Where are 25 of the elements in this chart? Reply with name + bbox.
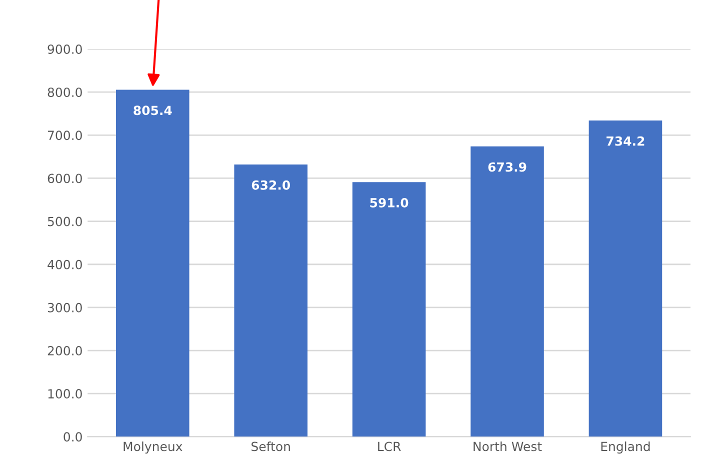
y-tick-label: 0.0: [64, 432, 82, 442]
data-label: 591.0: [370, 198, 408, 208]
x-tick-label: Sefton: [252, 442, 290, 452]
bar: [588, 120, 662, 437]
y-tick-label: 400.0: [48, 260, 82, 270]
bar: [234, 164, 308, 437]
data-label: 632.0: [252, 180, 290, 190]
data-label: 734.2: [606, 136, 644, 146]
y-tick-label: 600.0: [48, 174, 82, 184]
data-label: 805.4: [134, 106, 172, 116]
y-tick-label: 300.0: [48, 302, 82, 312]
y-tick-label: 200.0: [48, 346, 82, 356]
bar: [352, 182, 426, 437]
y-tick-label: 500.0: [48, 216, 82, 226]
y-tick-label: 800.0: [48, 88, 82, 98]
x-tick-label: North West: [474, 442, 542, 452]
bar: [116, 90, 190, 437]
x-tick-label: LCR: [378, 442, 401, 452]
y-tick-label: 100.0: [48, 389, 82, 399]
bar: [470, 146, 544, 437]
x-tick-label: Molyneux: [124, 442, 182, 454]
y-tick-label: 700.0: [48, 130, 82, 140]
x-tick-label: England: [601, 442, 650, 454]
data-label: 673.9: [488, 162, 526, 172]
y-tick-label: 900.0: [48, 44, 82, 54]
